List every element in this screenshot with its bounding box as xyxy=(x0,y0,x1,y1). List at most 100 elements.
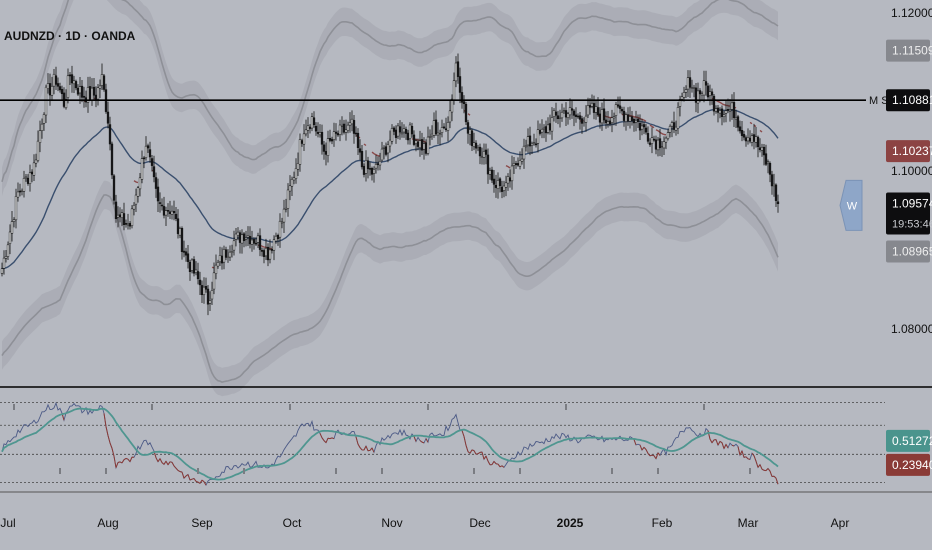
candle[interactable] xyxy=(80,80,84,103)
price-label[interactable]: 1.08965 xyxy=(886,240,932,263)
candle[interactable] xyxy=(664,136,668,150)
candle[interactable] xyxy=(254,237,258,246)
candle[interactable] xyxy=(60,85,64,100)
candle[interactable] xyxy=(176,209,180,239)
candle[interactable] xyxy=(768,161,772,183)
candle[interactable] xyxy=(532,133,536,146)
candle[interactable] xyxy=(492,169,496,193)
candle[interactable] xyxy=(22,170,26,198)
candle[interactable] xyxy=(244,230,248,247)
candle[interactable] xyxy=(58,82,62,93)
candle[interactable] xyxy=(710,88,714,105)
candle[interactable] xyxy=(550,107,554,140)
oscillator-pane[interactable] xyxy=(0,401,885,487)
candle[interactable] xyxy=(224,246,228,261)
candle[interactable] xyxy=(426,126,430,156)
candle[interactable] xyxy=(288,175,292,201)
candle[interactable] xyxy=(40,118,44,139)
candle[interactable] xyxy=(338,119,342,142)
candle[interactable] xyxy=(736,114,740,132)
candle[interactable] xyxy=(434,110,438,137)
candle[interactable] xyxy=(286,183,290,217)
candle[interactable] xyxy=(456,53,460,84)
candle[interactable] xyxy=(56,77,60,92)
candle[interactable] xyxy=(32,154,36,182)
candle[interactable] xyxy=(160,198,164,211)
candle[interactable] xyxy=(320,124,324,155)
candle[interactable] xyxy=(630,111,634,126)
candle[interactable] xyxy=(560,103,564,122)
candle[interactable] xyxy=(522,138,526,169)
candle[interactable] xyxy=(770,170,774,195)
candle[interactable] xyxy=(148,141,152,163)
candle[interactable] xyxy=(326,130,330,163)
candle[interactable] xyxy=(534,138,538,148)
candle[interactable] xyxy=(180,226,184,260)
candle[interactable] xyxy=(520,148,524,165)
candle[interactable] xyxy=(10,211,14,242)
candle[interactable] xyxy=(498,177,502,193)
candle[interactable] xyxy=(716,104,720,123)
candle[interactable] xyxy=(42,112,46,131)
candle[interactable] xyxy=(584,105,588,132)
candle[interactable] xyxy=(8,224,12,255)
candle[interactable] xyxy=(102,74,106,92)
candle[interactable] xyxy=(688,70,692,98)
oscillator-value-label[interactable]: 0.51272 xyxy=(886,429,932,452)
candle[interactable] xyxy=(312,111,316,128)
candle[interactable] xyxy=(438,129,442,145)
candle[interactable] xyxy=(184,247,188,262)
candle[interactable] xyxy=(54,66,58,90)
candle[interactable] xyxy=(290,176,294,197)
candle[interactable] xyxy=(614,101,618,126)
candle[interactable] xyxy=(756,135,760,158)
candle[interactable] xyxy=(644,123,648,135)
candle[interactable] xyxy=(230,244,234,258)
candle[interactable] xyxy=(44,84,48,123)
candle[interactable] xyxy=(646,126,650,144)
candle[interactable] xyxy=(684,85,688,99)
candle[interactable] xyxy=(732,92,736,127)
candle[interactable] xyxy=(206,284,210,316)
candle[interactable] xyxy=(82,86,86,108)
candle[interactable] xyxy=(38,120,42,153)
candle[interactable] xyxy=(332,122,336,147)
candle[interactable] xyxy=(196,262,200,285)
price-pane[interactable]: M S W xyxy=(0,0,889,397)
candle[interactable] xyxy=(696,82,700,114)
candle[interactable] xyxy=(738,120,742,134)
candle[interactable] xyxy=(296,152,300,176)
candle[interactable] xyxy=(150,154,154,172)
candle[interactable] xyxy=(210,281,214,306)
candle[interactable] xyxy=(570,100,574,119)
candle[interactable] xyxy=(612,112,616,126)
candle[interactable] xyxy=(2,250,6,275)
candle[interactable] xyxy=(232,230,236,256)
candle[interactable] xyxy=(400,122,404,138)
candle[interactable] xyxy=(110,141,114,180)
candle[interactable] xyxy=(34,153,38,168)
candle[interactable] xyxy=(372,166,376,183)
candle[interactable] xyxy=(740,120,744,142)
candle[interactable] xyxy=(722,110,726,123)
candle[interactable] xyxy=(330,136,334,145)
candle[interactable] xyxy=(172,200,176,221)
candle[interactable] xyxy=(366,156,370,179)
candle[interactable] xyxy=(158,192,162,213)
candle[interactable] xyxy=(672,111,676,134)
candle[interactable] xyxy=(440,119,444,138)
candle[interactable] xyxy=(212,262,216,295)
candle[interactable] xyxy=(398,120,402,140)
candle[interactable] xyxy=(484,143,488,165)
candle[interactable] xyxy=(636,114,640,128)
candle[interactable] xyxy=(702,70,706,103)
candle[interactable] xyxy=(766,159,770,174)
candle[interactable] xyxy=(142,156,146,169)
candle[interactable] xyxy=(16,182,20,202)
candle[interactable] xyxy=(24,174,28,182)
candle[interactable] xyxy=(374,154,378,174)
candle[interactable] xyxy=(518,151,522,170)
candle[interactable] xyxy=(650,127,654,154)
candle[interactable] xyxy=(28,164,32,192)
candle[interactable] xyxy=(388,130,392,153)
